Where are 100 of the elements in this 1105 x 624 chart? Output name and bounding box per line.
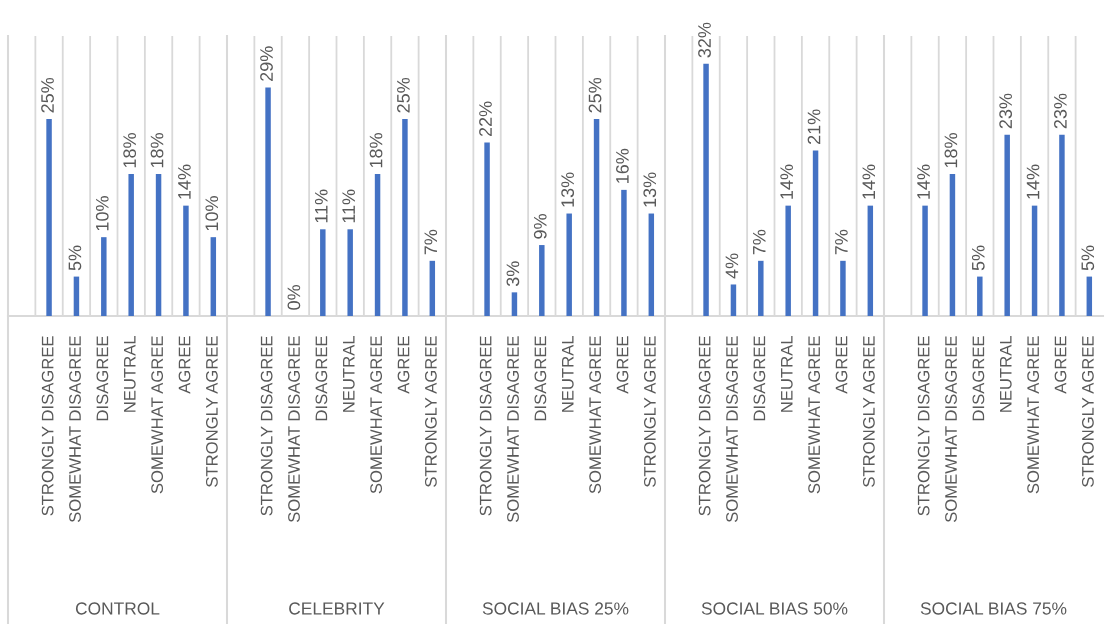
data-label: 9% <box>533 214 547 239</box>
x-tick-label: AGREE <box>1054 336 1067 394</box>
x-tick-label: STRONGLY AGREE <box>862 336 875 487</box>
bar <box>648 213 655 316</box>
x-axis-title: SOCIAL BIAS 75% <box>920 602 1067 615</box>
data-label: 10% <box>205 196 219 231</box>
data-label: 11% <box>314 189 328 223</box>
x-axis-title: SOCIAL BIAS 50% <box>701 602 848 615</box>
x-tick-label: STRONGLY AGREE <box>643 336 656 487</box>
bar <box>730 284 737 316</box>
data-label: 18% <box>369 133 383 168</box>
bar <box>347 229 353 316</box>
data-label: 21% <box>807 109 821 144</box>
x-axis-title: SOCIAL BIAS 25% <box>482 602 629 615</box>
x-tick-label: NEUTRAL <box>562 336 574 412</box>
x-tick-label: STRONGLY DISAGREE <box>917 336 930 516</box>
x-tick-label: NEUTRAL <box>343 336 355 412</box>
bar <box>1086 276 1093 316</box>
bar <box>785 205 791 316</box>
x-tick-label: DISAGREE <box>96 336 109 421</box>
x-tick-label: SOMEWHAT AGREE <box>589 336 602 494</box>
data-label: 32% <box>698 22 711 58</box>
bar <box>867 205 874 316</box>
bar <box>703 63 709 316</box>
bar <box>539 245 545 316</box>
data-label: 10% <box>95 196 109 231</box>
data-label: 5% <box>971 245 985 271</box>
bar <box>758 260 764 316</box>
x-tick-label: SOMEWHAT DISAGREE <box>726 336 738 523</box>
x-tick-label: SOMEWHAT AGREE <box>370 336 383 494</box>
data-label: 14% <box>862 164 876 199</box>
data-label: 18% <box>944 133 958 168</box>
bar <box>484 142 490 316</box>
data-label: 5% <box>1081 245 1095 271</box>
bar <box>155 174 162 316</box>
bar <box>566 213 572 316</box>
bar <box>812 150 819 316</box>
bar <box>73 276 80 316</box>
bar <box>265 87 271 316</box>
x-tick-label: SOMEWHAT DISAGREE <box>945 336 957 523</box>
x-tick-label: SOMEWHAT DISAGREE <box>69 336 81 523</box>
data-label: 14% <box>780 164 793 199</box>
data-label: 11% <box>342 189 355 223</box>
bar <box>128 174 134 316</box>
x-tick-label: AGREE <box>616 336 629 394</box>
bar <box>429 260 436 316</box>
data-label: 14% <box>917 164 930 199</box>
x-axis-title: CELEBRITY <box>289 602 385 615</box>
data-label: 14% <box>178 164 191 199</box>
x-tick-label: STRONGLY DISAGREE <box>698 336 711 516</box>
x-tick-label: STRONGLY DISAGREE <box>260 336 273 516</box>
data-label: 18% <box>150 133 164 168</box>
data-label: 13% <box>643 172 657 207</box>
x-tick-label: STRONGLY AGREE <box>424 336 437 487</box>
bar <box>1059 134 1065 316</box>
x-tick-label: AGREE <box>397 336 410 394</box>
bar <box>101 237 107 316</box>
x-tick-label: STRONGLY DISAGREE <box>479 336 492 516</box>
x-tick-label: STRONGLY AGREE <box>1081 336 1094 487</box>
x-tick-label: NEUTRAL <box>781 336 793 412</box>
x-tick-label: SOMEWHAT DISAGREE <box>507 336 519 523</box>
data-label: 0% <box>287 284 301 310</box>
data-label: 7% <box>424 229 438 255</box>
bar <box>210 237 217 316</box>
data-label: 7% <box>835 229 848 255</box>
x-tick-label: SOMEWHAT AGREE <box>808 336 821 494</box>
bar <box>511 292 518 316</box>
bar <box>840 260 846 316</box>
data-label: 23% <box>999 93 1013 129</box>
bar <box>46 118 52 316</box>
data-label: 4% <box>725 253 739 279</box>
x-tick-label: AGREE <box>178 336 191 394</box>
data-label: 14% <box>1026 164 1040 199</box>
data-label: 23% <box>1054 93 1067 129</box>
data-label: 3% <box>506 261 520 287</box>
bar <box>374 174 381 316</box>
x-tick-label: STRONGLY AGREE <box>205 336 218 487</box>
data-label: 7% <box>752 229 766 255</box>
x-tick-label: AGREE <box>835 336 848 394</box>
data-label: 5% <box>68 245 82 271</box>
bar <box>621 189 627 316</box>
bar <box>402 118 408 316</box>
x-tick-label: SOMEWHAT AGREE <box>1027 336 1040 494</box>
data-label: 25% <box>397 77 410 113</box>
bar <box>949 174 956 316</box>
bar <box>977 276 983 316</box>
data-label: 29% <box>260 46 273 81</box>
bar <box>922 205 928 316</box>
data-label: 25% <box>588 77 602 113</box>
x-tick-label: STRONGLY DISAGREE <box>41 336 54 516</box>
x-tick-label: DISAGREE <box>972 336 985 421</box>
x-tick-label: DISAGREE <box>753 336 766 421</box>
bar <box>1031 205 1038 316</box>
data-label: 22% <box>479 101 492 137</box>
x-tick-label: DISAGREE <box>534 336 547 421</box>
bar <box>320 229 326 316</box>
x-tick-label: DISAGREE <box>315 336 328 421</box>
data-label: 13% <box>561 172 575 207</box>
bar <box>593 118 600 316</box>
x-tick-label: SOMEWHAT DISAGREE <box>288 336 300 523</box>
